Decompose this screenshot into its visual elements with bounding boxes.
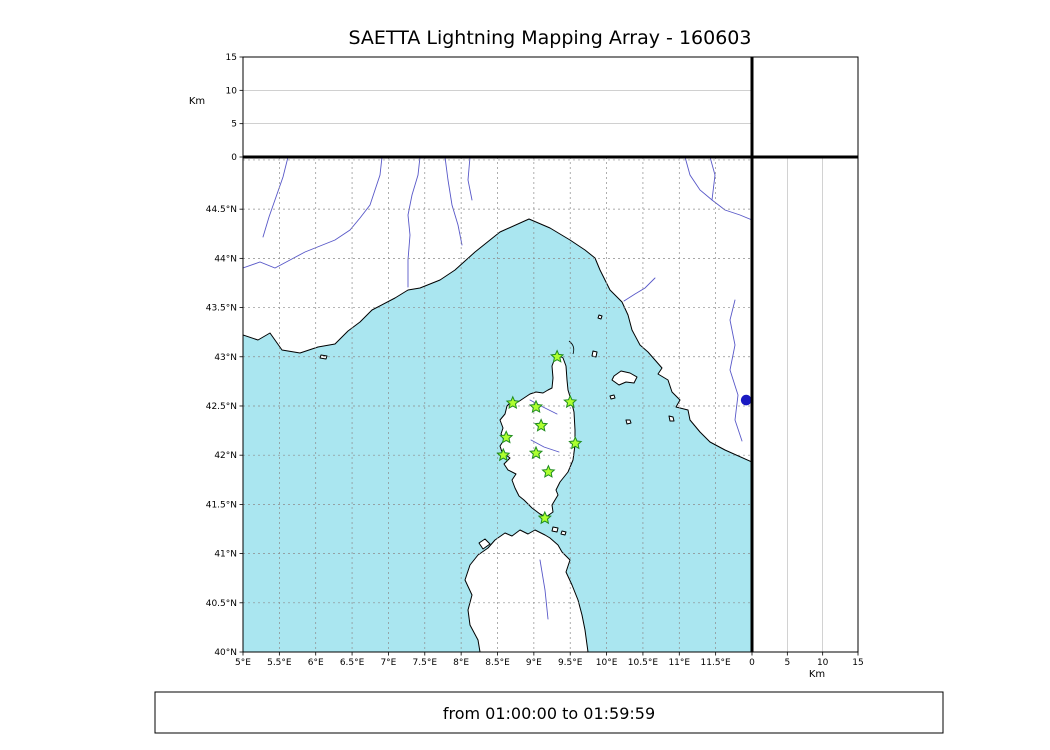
river	[729, 299, 743, 442]
lat-tick-label: 41.5°N	[206, 500, 237, 510]
lat-tick-label: 42°N	[214, 451, 237, 461]
river	[444, 157, 463, 246]
lightning-source-dot	[740, 394, 752, 406]
lat-tick-label: 44°N	[214, 254, 237, 264]
lon-tick-label: 11.5°E	[701, 658, 732, 668]
lightning-source-markers	[740, 394, 752, 406]
lon-tick-label: 9°E	[526, 658, 542, 668]
lat-tick-label: 42.5°N	[206, 402, 237, 412]
rivers	[243, 157, 752, 620]
tick-marks	[239, 56, 859, 656]
station-marker	[541, 464, 556, 478]
lat-tick-label: 40°N	[214, 648, 237, 658]
river	[529, 399, 558, 415]
lon-tick-label: 7°E	[380, 658, 396, 668]
lon-tick-label: 5°E	[235, 658, 251, 668]
lon-tick-label: 9.5°E	[558, 658, 583, 668]
lon-tick-label: 10°E	[596, 658, 618, 668]
station-marker	[563, 394, 578, 409]
river	[262, 157, 289, 238]
river	[407, 157, 421, 288]
alt-tick-label: 15	[226, 53, 237, 63]
figure-title: SAETTA Lightning Mapping Array - 160603	[349, 27, 752, 49]
station-marker	[505, 395, 520, 410]
sardinia-island	[464, 529, 589, 652]
alt-tick-label: 5	[231, 120, 237, 130]
station-marker	[496, 447, 511, 462]
river	[623, 277, 656, 302]
top-panel-gridlines	[243, 90, 752, 124]
lon-tick-label: 11°E	[668, 658, 690, 668]
lon-tick-label: 10.5°E	[628, 658, 659, 668]
alt-tick-label: 10	[226, 86, 238, 96]
lat-tick-label: 43°N	[214, 353, 237, 363]
station-markers	[496, 349, 583, 525]
alt-tick-label: 10	[817, 658, 829, 668]
lon-tick-label: 6.5°E	[340, 658, 365, 668]
lon-tick-label: 7.5°E	[413, 658, 438, 668]
lon-tick-label: 5.5°E	[267, 658, 292, 668]
elba-island	[611, 370, 638, 386]
station-marker	[568, 435, 583, 450]
station-marker	[550, 349, 565, 363]
river	[709, 157, 716, 201]
lat-tick-label: 41°N	[214, 550, 237, 560]
station-marker	[528, 445, 544, 460]
alt-tick-label: 0	[749, 658, 755, 668]
lat-tick-label: 44.5°N	[206, 205, 237, 215]
alt-tick-label: 15	[852, 658, 863, 668]
cap-corse-coast-detail	[568, 340, 575, 355]
lon-tick-label: 8°E	[453, 658, 469, 668]
alt-tick-label: 5	[784, 658, 790, 668]
time-range-footer: from 01:00:00 to 01:59:59	[154, 691, 944, 734]
footer-box	[154, 691, 944, 734]
panel-border	[751, 56, 859, 158]
map-panel	[243, 157, 752, 652]
small-islands	[319, 314, 675, 550]
top-panel-km-label: Km	[189, 96, 205, 107]
right-panel-km-label: Km	[809, 669, 825, 680]
station-marker	[534, 418, 549, 432]
station-marker	[537, 510, 552, 525]
station-marker	[528, 399, 544, 414]
panel-border	[751, 156, 859, 653]
station-marker	[499, 430, 514, 444]
footer-text: from 01:00:00 to 01:59:59	[443, 704, 655, 723]
lat-tick-label: 43.5°N	[206, 304, 237, 314]
river	[530, 439, 560, 453]
river	[467, 157, 473, 201]
lat-tick-label: 40.5°N	[206, 599, 237, 609]
panel-border	[242, 56, 753, 158]
right-panel-gridlines	[787, 157, 823, 652]
tick-labels: 5°E 5.5°E 6°E 6.5°E 7°E 7.5°E 8°E 8.5°E 9°E 9.5°E…	[206, 53, 864, 668]
river	[243, 157, 383, 269]
lon-tick-label: 8.5°E	[485, 658, 510, 668]
lon-tick-label: 6°E	[308, 658, 324, 668]
river	[539, 559, 549, 620]
alt-tick-label: 0	[231, 153, 237, 163]
landmasses	[243, 157, 752, 652]
